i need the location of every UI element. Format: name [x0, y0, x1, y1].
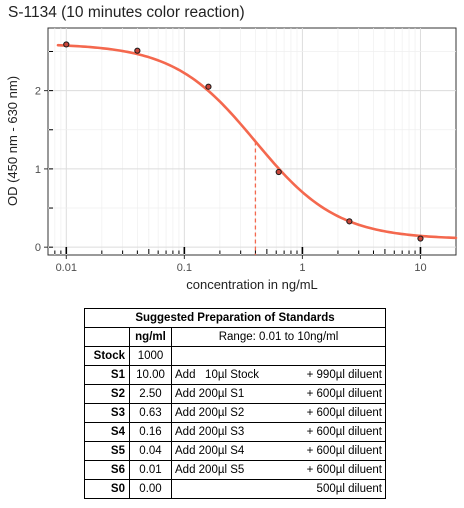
instruction-add: Add 200µl S2	[175, 407, 245, 419]
instruction-add: Add 200µl S3	[175, 426, 245, 438]
grid-lines	[48, 28, 456, 255]
table-row: S1 10.00 Add 10µl Stock + 990µl diluent	[84, 365, 386, 385]
instruction-add: Add 200µl S5	[175, 464, 245, 476]
table-row: S4 0.16 Add 200µl S3 + 600µl diluent	[84, 422, 386, 442]
chart-title: S-1134 (10 minutes color reaction)	[8, 4, 245, 21]
row-label: S0	[84, 479, 130, 499]
instruction-add: Add 10µl Stock	[175, 369, 259, 381]
instruction-diluent: + 600µl diluent	[306, 445, 382, 457]
table-row: S0 0.00 500µl diluent	[84, 479, 386, 499]
row-label: S4	[84, 422, 130, 442]
table-row: S6 0.01 Add 200µl S5 + 600µl diluent	[84, 460, 386, 480]
data-points	[63, 41, 424, 242]
row-label: S6	[84, 460, 130, 480]
col-header-ngml: ng/ml	[129, 327, 172, 347]
empty-header-cell	[84, 327, 130, 347]
data-point	[275, 168, 282, 176]
data-point	[134, 47, 141, 54]
row-value: 2.50	[129, 384, 172, 404]
row-instruction: 500µl diluent	[171, 479, 386, 499]
range-note: Range: 0.01 to 10ng/ml	[171, 327, 386, 347]
table-title: Suggested Preparation of Standards	[84, 308, 386, 328]
data-point	[63, 41, 70, 48]
instruction-diluent: + 600µl diluent	[306, 388, 382, 400]
instruction-add: Add 200µl S4	[175, 445, 245, 457]
fit-curve-line	[56, 43, 458, 240]
row-value: 0.01	[129, 460, 172, 480]
standard-curve-chart: S-1134 (10 minutes color reaction) 0.01 0…	[5, 4, 458, 292]
row-instruction	[171, 346, 386, 366]
table-title-row: Suggested Preparation of Standards	[84, 308, 386, 328]
table-row: S2 2.50 Add 200µl S1 + 600µl diluent	[84, 384, 386, 404]
instruction-add: Add 200µl S1	[175, 388, 245, 400]
instruction-diluent: + 990µl diluent	[306, 369, 382, 381]
row-value: 0.00	[129, 479, 172, 499]
axes: 0.01 0.1 1 10 0 1 2	[35, 50, 427, 274]
row-value: 10.00	[129, 365, 172, 385]
table-row: S5 0.04 Add 200µl S4 + 600µl diluent	[84, 441, 386, 461]
standards-preparation-table: Suggested Preparation of Standards ng/ml…	[84, 308, 386, 499]
row-value: 0.04	[129, 441, 172, 461]
row-label: S1	[84, 365, 130, 385]
y-axis-label: OD (450 nm - 630 nm)	[5, 76, 20, 206]
row-instruction: Add 200µl S4 + 600µl diluent	[171, 441, 386, 461]
row-label: S3	[84, 403, 130, 423]
instruction-diluent: + 600µl diluent	[306, 464, 382, 476]
data-point	[205, 83, 212, 90]
y-tick-label: 2	[35, 86, 41, 98]
table-header-row: ng/ml Range: 0.01 to 10ng/ml	[84, 327, 386, 347]
row-instruction: Add 200µl S1 + 600µl diluent	[171, 384, 386, 404]
row-instruction: Add 200µl S5 + 600µl diluent	[171, 460, 386, 480]
plot-panel	[47, 27, 457, 256]
row-instruction: Add 200µl S2 + 600µl diluent	[171, 403, 386, 423]
x-tick-label: 1	[299, 262, 305, 274]
instruction-diluent: + 600µl diluent	[306, 407, 382, 419]
table-row: S3 0.63 Add 200µl S2 + 600µl diluent	[84, 403, 386, 423]
row-value: 1000	[129, 346, 172, 366]
x-tick-label: 0.01	[56, 262, 77, 274]
instruction-diluent: + 600µl diluent	[306, 426, 382, 438]
row-instruction: Add 200µl S3 + 600µl diluent	[171, 422, 386, 442]
data-point	[417, 235, 424, 242]
row-value: 0.16	[129, 422, 172, 442]
instruction-diluent: 500µl diluent	[316, 483, 382, 495]
row-value: 0.63	[129, 403, 172, 423]
table-row-stock: Stock 1000	[84, 346, 386, 366]
y-tick-label: 0	[35, 242, 41, 254]
y-tick-label: 1	[35, 164, 41, 176]
row-label: S2	[84, 384, 130, 404]
row-label: Stock	[84, 346, 130, 366]
data-point	[346, 218, 353, 225]
row-label: S5	[84, 441, 130, 461]
x-tick-label: 10	[414, 262, 426, 274]
x-axis-label: concentration in ng/mL	[186, 277, 318, 292]
x-tick-label: 0.1	[177, 262, 192, 274]
row-instruction: Add 10µl Stock + 990µl diluent	[171, 365, 386, 385]
